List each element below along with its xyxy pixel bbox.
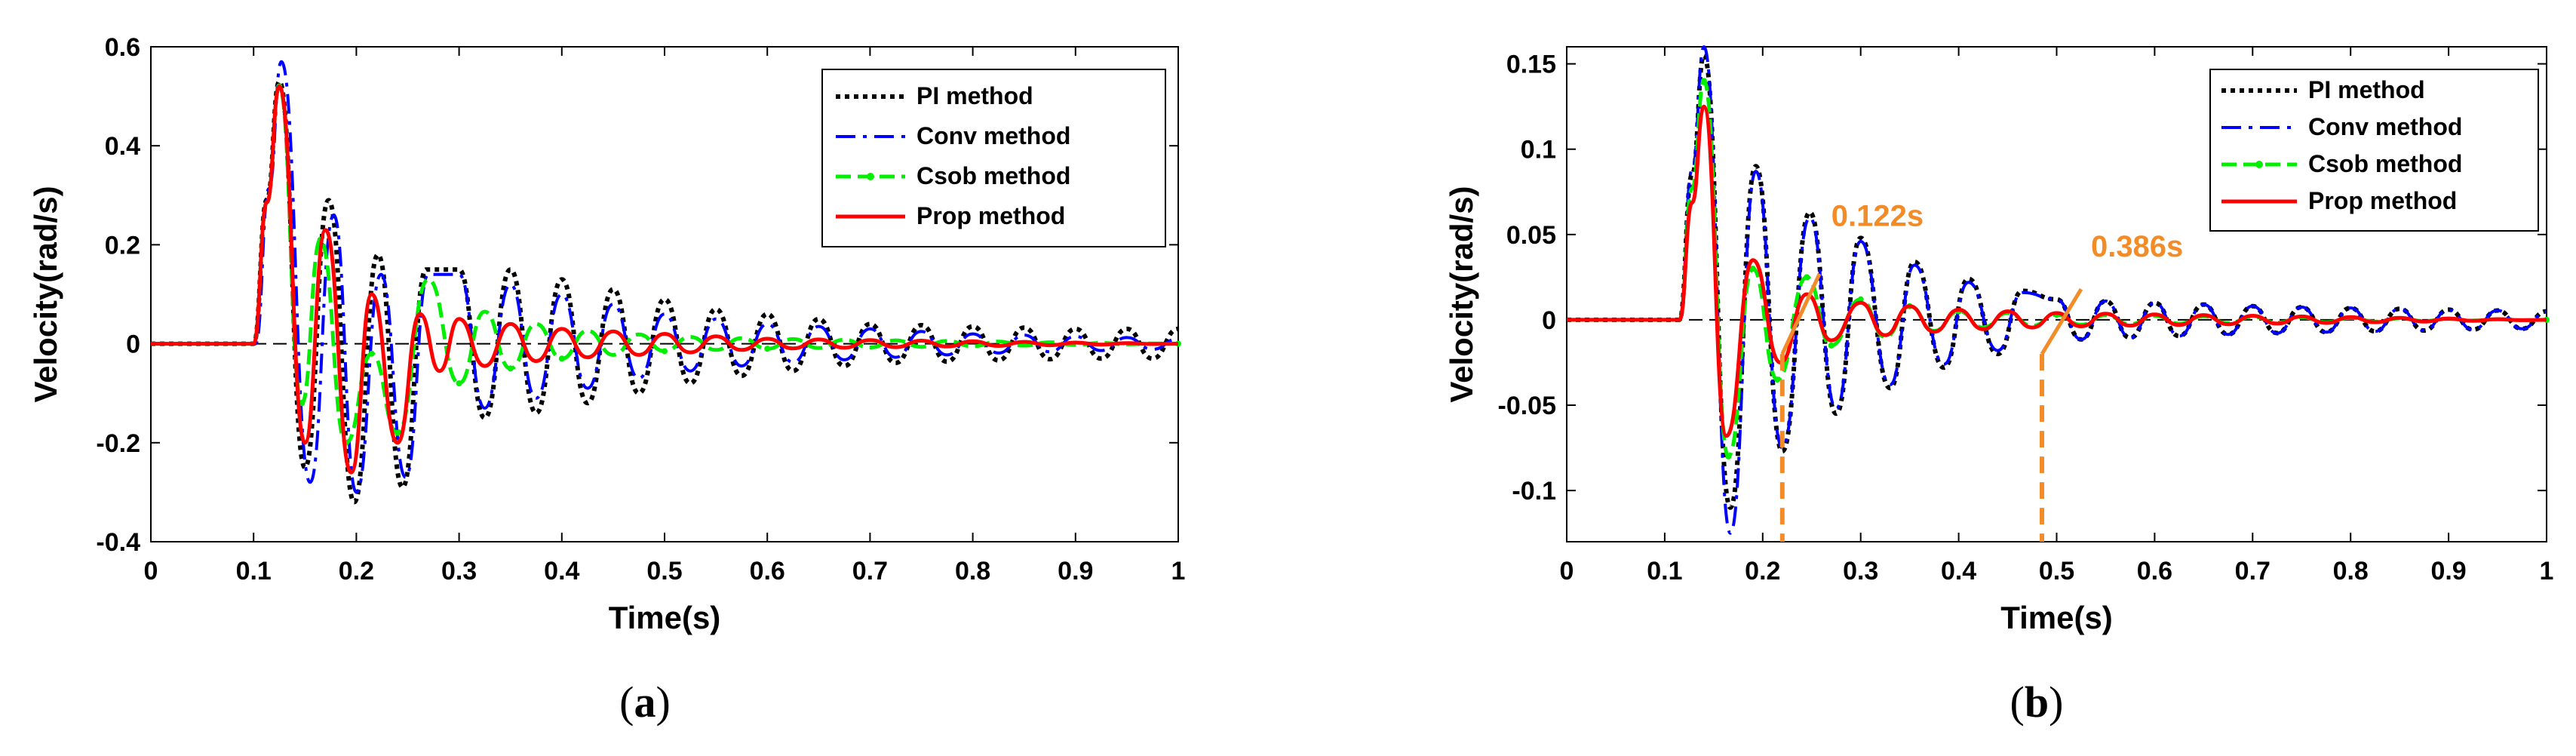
y-tick-label: 0.05 — [1506, 221, 1556, 250]
x-tick-label: 0.6 — [2137, 557, 2172, 585]
y-tick-label: -0.05 — [1498, 392, 1557, 420]
chart-a: 0 0.1 0.2 0.3 0.4 0.5 0.6 0.7 0.8 0.9 1 -0.4 -0.2 0 0.… — [28, 33, 1185, 635]
x-tick-label: 0.9 — [1058, 557, 1093, 585]
x-tick-label: 0.4 — [544, 557, 579, 585]
x-tick-label: 0.8 — [2333, 557, 2369, 585]
x-tick-label: 0 — [144, 557, 158, 585]
y-tick-label: 0.1 — [1521, 136, 1556, 164]
legend-label-csob: Csob method — [916, 162, 1070, 189]
x-axis-label: Time(s) — [2000, 600, 2113, 635]
legend: PI method Conv method Csob method Prop meth… — [2209, 69, 2539, 232]
series-marker-csob — [1828, 342, 1835, 349]
annotation-label: 0.122s — [1831, 200, 1924, 233]
series-marker-csob — [558, 355, 565, 362]
legend-marker-csob — [2255, 161, 2263, 168]
x-tick-label: 0.5 — [646, 557, 682, 585]
series-marker-csob — [1749, 266, 1756, 272]
x-tick-label: 0.3 — [441, 557, 477, 585]
chart-b: 0 0.1 0.2 0.3 0.4 0.5 0.6 0.7 0.8 0.9 1 -0.1 -0.05 0 0… — [1444, 45, 2554, 635]
annotation-label: 0.386s — [2091, 230, 2183, 263]
x-tick-label: 0 — [1560, 557, 1574, 585]
x-tick-label: 0.9 — [2430, 557, 2466, 585]
x-axis-label: Time(s) — [609, 600, 721, 635]
series-marker-csob — [394, 429, 401, 436]
series-marker-csob — [1774, 376, 1781, 383]
legend-label-conv: Conv method — [2308, 113, 2462, 140]
x-tick-label: 0.7 — [852, 557, 888, 585]
series-line-prop — [1567, 104, 2547, 438]
series-marker-csob — [1700, 78, 1707, 85]
y-tick-label: 0.4 — [105, 132, 140, 161]
panel-label-a: (a) — [619, 678, 671, 727]
y-tick-label: 0 — [1542, 306, 1556, 335]
x-tick-label: 0.1 — [1647, 557, 1682, 585]
panel-label-b-close: ) — [2049, 678, 2063, 727]
panel-label-b-letter: b — [2025, 678, 2049, 727]
x-tick-label: 1 — [1171, 557, 1186, 585]
series-marker-csob — [368, 350, 375, 357]
legend-label-prop: Prop method — [916, 202, 1065, 229]
y-tick-label: -0.4 — [96, 528, 140, 557]
y-tick-label: -0.1 — [1512, 477, 1556, 506]
panel-label-b: (b) — [2010, 678, 2064, 727]
x-tick-label: 0.4 — [1941, 557, 1976, 585]
x-tick-label: 0.7 — [2235, 557, 2271, 585]
legend-label-prop: Prop method — [2308, 187, 2457, 214]
panel-label-b-open: ( — [2010, 678, 2025, 727]
panel-label-a-open: ( — [619, 678, 634, 727]
panel-label-a-close: ) — [656, 678, 671, 727]
x-tick-label: 1 — [2540, 557, 2554, 585]
x-tick-label: 0.2 — [339, 557, 374, 585]
y-tick-label: 0 — [126, 330, 140, 359]
legend-marker-csob — [867, 173, 874, 180]
legend-box — [2209, 69, 2539, 232]
x-tick-label: 0.5 — [2039, 557, 2074, 585]
x-tick-label: 0.8 — [955, 557, 990, 585]
series-line-conv — [1567, 45, 2547, 535]
series-marker-csob — [1857, 296, 1864, 303]
y-axis-label: Velocity(rad/s) — [1444, 186, 1479, 402]
annotation-arrow — [1780, 272, 1822, 355]
annotation-arrow — [2040, 287, 2083, 355]
panel-label-a-letter: a — [634, 678, 656, 727]
legend: PI method Conv method Csob method Prop meth… — [821, 69, 1166, 247]
x-tick-label: 0.1 — [236, 557, 272, 585]
y-axis-label: Velocity(rad/s) — [28, 186, 63, 402]
x-tick-label: 0.3 — [1843, 557, 1878, 585]
legend-label-pi: PI method — [916, 82, 1033, 109]
series-line-csob — [150, 85, 1179, 445]
series-line-prop — [150, 85, 1179, 475]
series-line-pi — [150, 78, 1179, 505]
series-line-conv — [150, 60, 1179, 494]
series-marker-csob — [764, 346, 771, 352]
series-marker-csob — [1804, 274, 1810, 281]
series-marker-csob — [507, 365, 514, 372]
legend-label-conv: Conv method — [916, 122, 1070, 149]
y-tick-label: 0.15 — [1506, 51, 1556, 79]
legend-label-pi: PI method — [2308, 76, 2425, 103]
series-marker-csob — [456, 380, 462, 387]
legend-label-csob: Csob method — [2308, 150, 2462, 177]
x-tick-label: 0.6 — [750, 557, 785, 585]
x-tick-label: 0.2 — [1745, 557, 1780, 585]
y-tick-label: 0.6 — [105, 33, 140, 62]
series-marker-csob — [662, 348, 668, 355]
y-tick-label: 0.2 — [105, 231, 140, 260]
y-tick-label: -0.2 — [96, 429, 140, 458]
series-marker-csob — [1725, 453, 1732, 459]
